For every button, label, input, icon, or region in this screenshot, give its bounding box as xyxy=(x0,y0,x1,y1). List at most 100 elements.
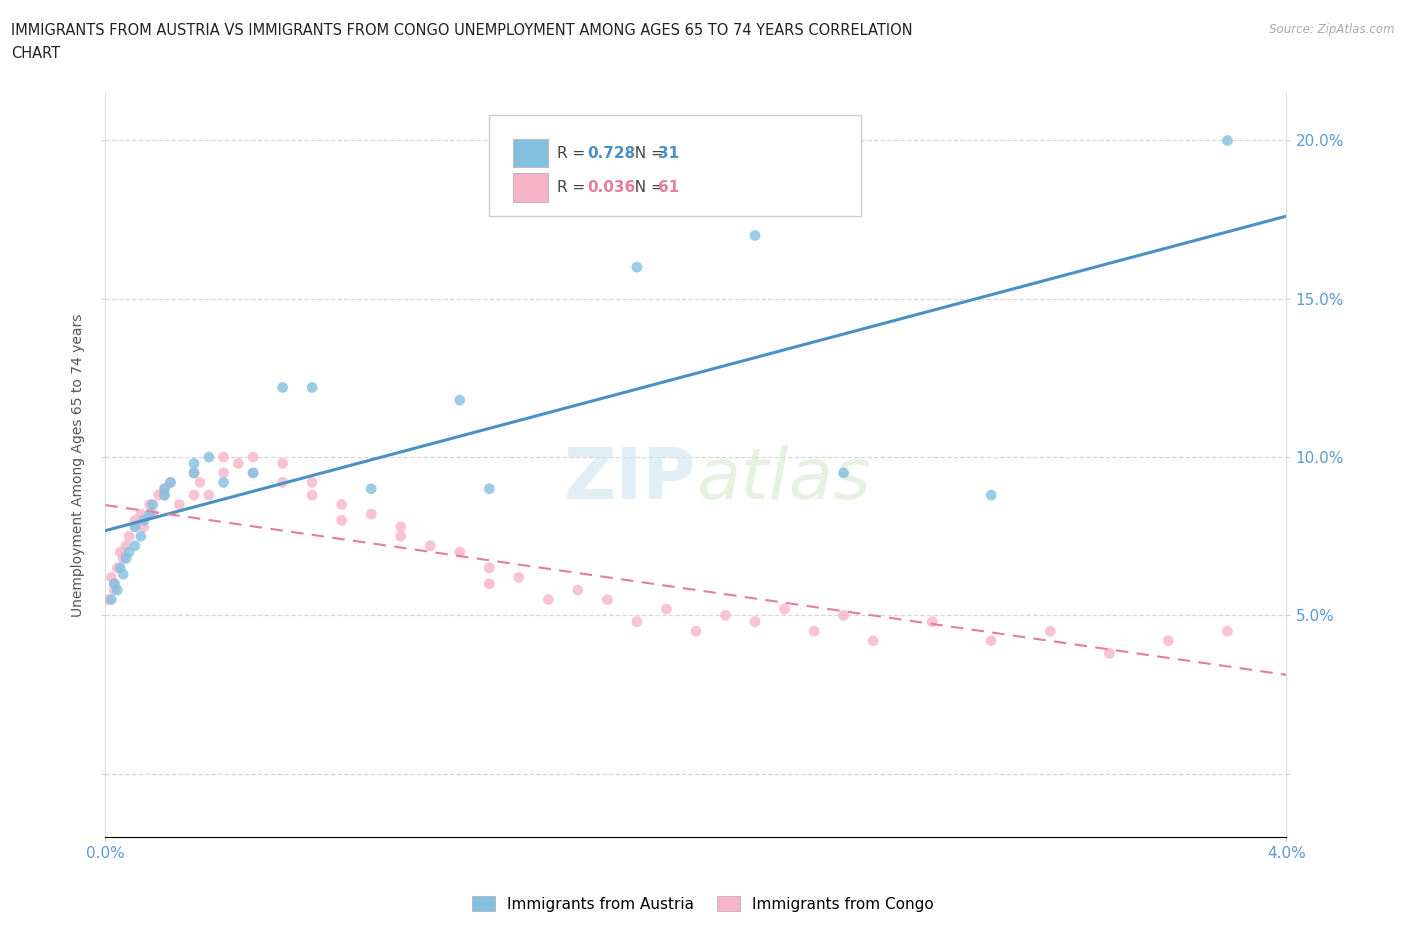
Point xyxy=(183,487,205,502)
Text: Source: ZipAtlas.com: Source: ZipAtlas.com xyxy=(1270,23,1395,36)
Point xyxy=(212,466,235,481)
Point xyxy=(1039,624,1062,639)
Point xyxy=(478,482,501,497)
Point xyxy=(596,592,619,607)
Point xyxy=(132,519,155,534)
Point xyxy=(832,608,855,623)
Text: 61: 61 xyxy=(658,180,679,195)
Point xyxy=(110,545,132,560)
Point xyxy=(124,513,146,528)
Text: R =: R = xyxy=(557,180,589,195)
Point xyxy=(142,498,165,512)
Point xyxy=(330,513,353,528)
Point xyxy=(271,475,294,490)
Point xyxy=(567,582,589,597)
Text: N =: N = xyxy=(626,146,669,161)
Point xyxy=(112,566,135,581)
Point xyxy=(478,561,501,576)
Point xyxy=(112,551,135,565)
Point xyxy=(138,498,162,512)
Point xyxy=(803,624,825,639)
Point xyxy=(103,577,125,591)
Point xyxy=(449,545,471,560)
Point xyxy=(124,519,146,534)
Point xyxy=(980,487,1002,502)
Point xyxy=(124,519,146,534)
Point xyxy=(183,466,205,481)
Point xyxy=(626,259,648,274)
Point xyxy=(197,449,219,464)
Point xyxy=(138,507,162,522)
Point xyxy=(921,615,943,630)
Point xyxy=(242,466,264,481)
Point xyxy=(103,577,125,591)
Point xyxy=(419,538,441,553)
Point xyxy=(110,561,132,576)
Point xyxy=(301,487,323,502)
Point xyxy=(744,228,766,243)
Text: CHART: CHART xyxy=(11,46,60,61)
Point xyxy=(212,449,235,464)
Point xyxy=(744,615,766,630)
Point xyxy=(124,538,146,553)
Point xyxy=(97,592,120,607)
Point xyxy=(153,482,176,497)
Y-axis label: Unemployment Among Ages 65 to 74 years: Unemployment Among Ages 65 to 74 years xyxy=(72,313,86,617)
Point xyxy=(271,380,294,395)
Point xyxy=(103,582,125,597)
Point xyxy=(105,582,128,597)
Point xyxy=(115,551,138,565)
Point xyxy=(832,466,855,481)
Point xyxy=(153,482,176,497)
Point xyxy=(169,498,191,512)
Point xyxy=(478,577,501,591)
Text: N =: N = xyxy=(626,180,669,195)
Point xyxy=(389,519,412,534)
Point xyxy=(159,475,181,490)
Point xyxy=(105,561,128,576)
Point xyxy=(129,507,152,522)
Point xyxy=(159,475,181,490)
Point xyxy=(100,570,122,585)
Point xyxy=(148,487,170,502)
Text: atlas: atlas xyxy=(696,445,870,514)
Point xyxy=(301,380,323,395)
Point xyxy=(226,456,250,471)
Point xyxy=(1216,624,1239,639)
FancyBboxPatch shape xyxy=(513,140,548,167)
Text: R =: R = xyxy=(557,146,589,161)
Point xyxy=(153,487,176,502)
Legend: Immigrants from Austria, Immigrants from Congo: Immigrants from Austria, Immigrants from… xyxy=(465,889,941,918)
Point xyxy=(773,602,796,617)
Point xyxy=(212,475,235,490)
Text: IMMIGRANTS FROM AUSTRIA VS IMMIGRANTS FROM CONGO UNEMPLOYMENT AMONG AGES 65 TO 7: IMMIGRANTS FROM AUSTRIA VS IMMIGRANTS FR… xyxy=(11,23,912,38)
Text: 0.728: 0.728 xyxy=(588,146,636,161)
Point xyxy=(980,633,1002,648)
Point xyxy=(330,498,353,512)
Point xyxy=(197,487,219,502)
Point xyxy=(862,633,884,648)
Point xyxy=(115,538,138,553)
Point xyxy=(508,570,530,585)
Point xyxy=(1098,646,1121,661)
Point xyxy=(389,529,412,544)
Point xyxy=(655,602,678,617)
Point xyxy=(242,466,264,481)
Point xyxy=(1216,133,1239,148)
FancyBboxPatch shape xyxy=(489,115,862,216)
Point xyxy=(142,507,165,522)
Point xyxy=(537,592,560,607)
Point xyxy=(626,615,648,630)
Point xyxy=(129,529,152,544)
Point xyxy=(360,507,382,522)
Point xyxy=(132,513,155,528)
Text: ZIP: ZIP xyxy=(564,445,696,514)
Point xyxy=(118,545,141,560)
Point xyxy=(685,624,707,639)
Text: 31: 31 xyxy=(658,146,679,161)
Point xyxy=(100,592,122,607)
Point xyxy=(183,456,205,471)
Point xyxy=(449,392,471,407)
Text: 0.036: 0.036 xyxy=(588,180,636,195)
FancyBboxPatch shape xyxy=(513,173,548,202)
